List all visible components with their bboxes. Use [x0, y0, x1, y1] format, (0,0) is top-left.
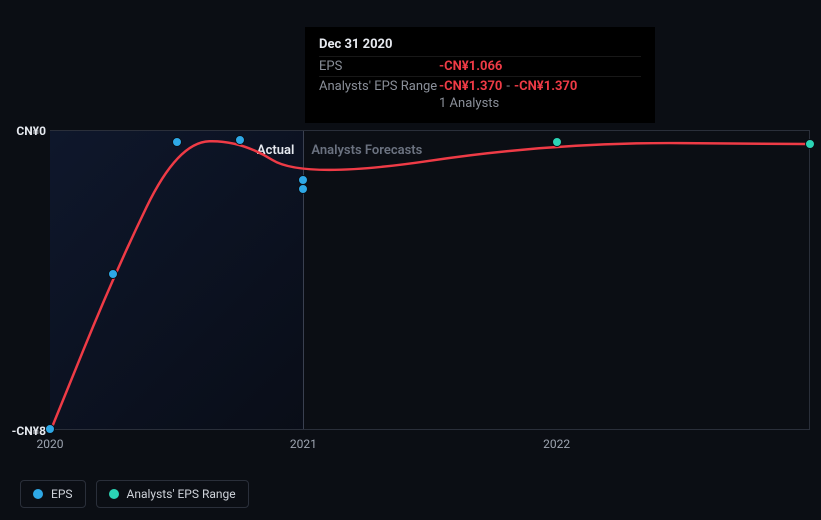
- tooltip-title: Dec 31 2020: [319, 37, 641, 52]
- tooltip-row-eps: EPS -CN¥1.066: [319, 56, 641, 74]
- legend-label: Analysts' EPS Range: [127, 487, 236, 501]
- legend-item-range[interactable]: Analysts' EPS Range: [96, 480, 249, 508]
- line-path-svg: [50, 131, 809, 429]
- data-marker[interactable]: [235, 135, 245, 145]
- tooltip-value-range: -CN¥1.370--CN¥1.370: [439, 79, 577, 94]
- data-marker[interactable]: [298, 184, 308, 194]
- legend-label: EPS: [51, 487, 73, 501]
- x-axis-tick: 2021: [290, 437, 317, 451]
- tooltip-key: Analysts' EPS Range: [319, 79, 439, 94]
- y-axis-label: CN¥0: [16, 124, 50, 138]
- legend-swatch-icon: [109, 489, 119, 499]
- eps-chart: Actual Analysts Forecasts CN¥0-CN¥820202…: [0, 0, 821, 520]
- legend: EPS Analysts' EPS Range: [20, 480, 249, 508]
- plot-area: Actual Analysts Forecasts CN¥0-CN¥820202…: [50, 130, 810, 430]
- range-low: -CN¥1.370: [439, 79, 502, 94]
- tooltip-row-range: Analysts' EPS Range -CN¥1.370--CN¥1.370: [319, 76, 641, 94]
- tooltip-subtext: 1 Analysts: [439, 96, 641, 111]
- x-axis-tick: 2020: [37, 437, 64, 451]
- range-high: -CN¥1.370: [514, 79, 577, 94]
- y-axis-label: -CN¥8: [12, 424, 50, 438]
- hover-tooltip: Dec 31 2020 EPS -CN¥1.066 Analysts' EPS …: [305, 27, 655, 123]
- legend-swatch-icon: [33, 489, 43, 499]
- tooltip-value: -CN¥1.066: [439, 59, 502, 74]
- x-axis-tick: 2022: [543, 437, 570, 451]
- data-marker[interactable]: [172, 137, 182, 147]
- data-marker[interactable]: [552, 137, 562, 147]
- tooltip-key: EPS: [319, 59, 439, 74]
- range-sep: -: [502, 79, 514, 94]
- data-marker[interactable]: [45, 424, 55, 434]
- data-marker[interactable]: [805, 139, 815, 149]
- legend-item-eps[interactable]: EPS: [20, 480, 86, 508]
- data-marker[interactable]: [108, 269, 118, 279]
